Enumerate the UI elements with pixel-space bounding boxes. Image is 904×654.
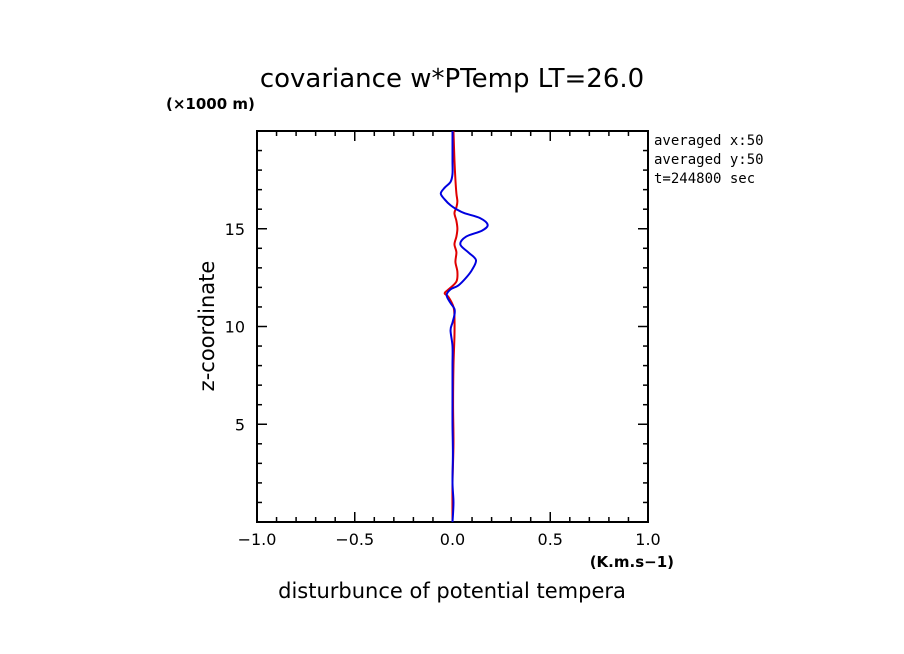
x-tick-label: −1.0 xyxy=(238,530,277,549)
y-tick-label: 15 xyxy=(225,220,245,239)
chart-title: covariance w*PTemp LT=26.0 xyxy=(260,64,644,94)
x-tick-label: 0.0 xyxy=(440,530,465,549)
x-axis-label: disturbunce of potential tempera xyxy=(278,579,626,603)
series-line xyxy=(439,131,489,523)
annotation-text: averaged y:50 xyxy=(654,152,764,168)
x-tick-label: 1.0 xyxy=(635,530,660,549)
y-axis-label: z-coordinate xyxy=(195,261,219,392)
x-unit-label: (K.m.s−1) xyxy=(590,553,674,571)
annotation-text: averaged x:50 xyxy=(654,133,764,149)
y-tick-label: 5 xyxy=(235,415,245,434)
x-tick-label: 0.5 xyxy=(538,530,563,549)
y-tick-label: 10 xyxy=(225,318,245,337)
y-unit-label: (×1000 m) xyxy=(166,95,255,113)
annotation-text: t=244800 sec xyxy=(654,171,755,187)
x-tick-label: −0.5 xyxy=(335,530,374,549)
series-line xyxy=(443,130,459,523)
